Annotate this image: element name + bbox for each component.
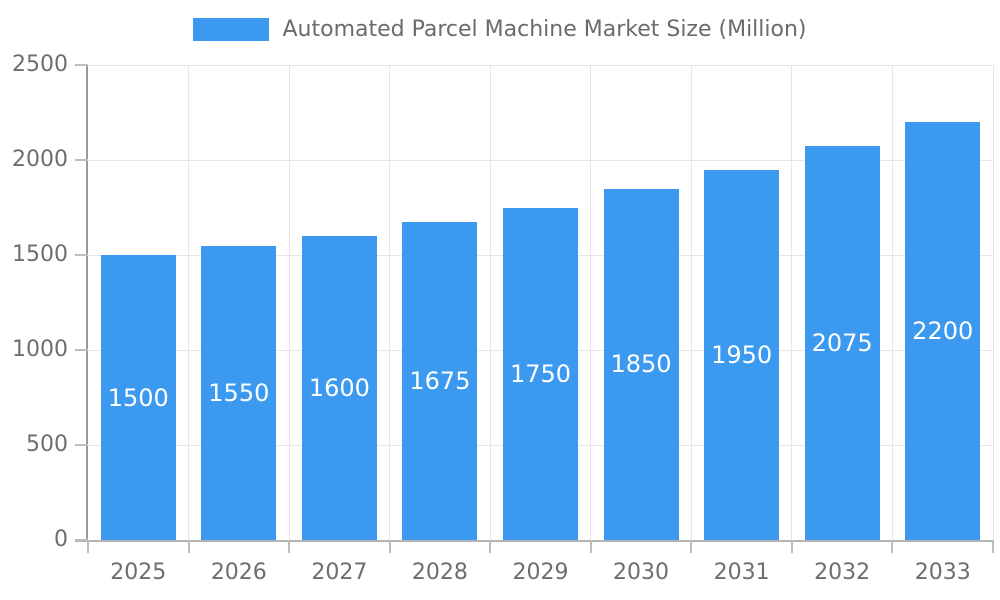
bar-value-label: 1675 [409,366,471,395]
y-axis-tick [75,349,88,351]
y-axis-tick [75,254,88,256]
x-axis-tick [187,540,190,553]
x-axis-label: 2031 [713,560,770,585]
y-axis-tick [75,539,88,541]
x-gridline [891,65,893,540]
x-axis-tick [589,540,592,553]
bar-value-label: 1600 [308,374,370,402]
x-axis-tick [790,540,793,553]
y-axis-label: 0 [54,527,68,552]
bar[interactable]: 1550 [201,245,277,540]
y-axis-label: 1000 [12,337,68,362]
y-gridline [88,159,993,161]
x-gridline [791,65,793,540]
bar-value-label: 1850 [610,350,672,379]
bar-value-label: 1500 [107,383,169,412]
x-gridline [590,65,592,540]
bar[interactable]: 1675 [402,221,478,540]
x-axis-label: 2029 [512,560,569,585]
x-axis-tick [690,540,693,553]
x-axis-label: 2027 [311,560,368,585]
x-axis-label: 2033 [914,560,971,585]
bar[interactable]: 1600 [301,236,377,540]
x-gridline [188,65,190,540]
x-gridline [389,65,391,540]
x-gridline [690,65,692,540]
bar-value-label: 1550 [208,378,270,407]
x-axis-tick [288,540,291,553]
x-axis-label: 2032 [814,560,871,585]
bar[interactable]: 1750 [503,207,578,540]
y-axis-label: 2500 [12,52,68,77]
y-axis-label: 2000 [12,147,68,172]
bar-value-label: 2075 [811,328,873,357]
bar[interactable]: 1950 [704,169,780,540]
bar[interactable]: 1850 [603,188,679,540]
legend-swatch-icon [193,17,270,41]
y-axis-label: 500 [26,432,68,457]
x-axis-label: 2028 [411,560,468,585]
y-axis-label: 1500 [12,242,68,267]
x-axis-line [75,540,993,542]
x-axis-tick [87,540,89,553]
x-gridline [489,65,491,540]
bar[interactable]: 2075 [804,145,880,540]
y-axis-tick [75,64,88,66]
x-axis-tick [891,540,894,553]
x-gridline [992,65,994,540]
bar-value-label: 2200 [912,317,974,345]
x-axis-tick [992,540,994,553]
x-axis-tick [388,540,391,553]
x-gridline [288,65,290,540]
bar-value-label: 1750 [509,359,572,388]
y-axis-line [86,65,88,540]
y-axis-tick [75,159,88,161]
legend[interactable]: Automated Parcel Machine Market Size (Mi… [0,13,1000,45]
bar-value-label: 1950 [711,340,773,369]
x-axis-label: 2030 [613,560,670,585]
legend-label: Automated Parcel Machine Market Size (Mi… [282,16,807,42]
y-gridline [88,64,993,66]
plot-area: 1500 1550 1600 1675 1750 1850 1950 2075 2200 [75,64,994,542]
bar[interactable]: 2200 [905,122,981,540]
x-axis-label: 2026 [210,560,267,585]
x-axis-tick [489,540,492,553]
y-axis-tick [75,444,88,446]
x-axis-label: 2025 [110,560,167,585]
bar[interactable]: 1500 [100,255,176,540]
